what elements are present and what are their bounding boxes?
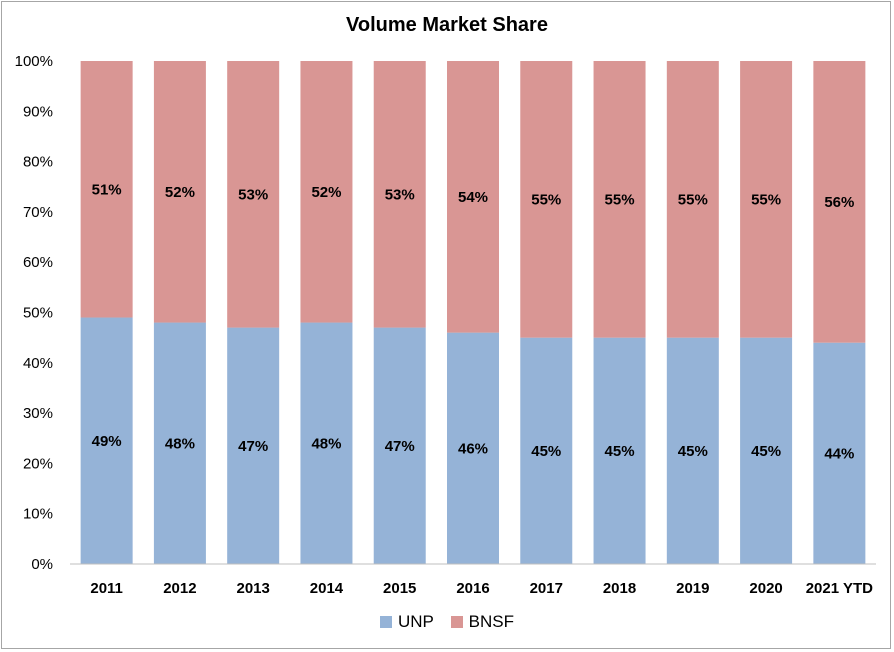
- x-tick-label: 2018: [603, 580, 636, 597]
- legend-item-bnsf: BNSF: [450, 612, 514, 632]
- x-tick-label: 2014: [310, 580, 344, 597]
- legend-swatch-bnsf: [450, 616, 463, 628]
- chart-title: Volume Market Share: [346, 14, 548, 36]
- data-label-unp: 47%: [385, 438, 415, 455]
- bar-unp: [740, 337, 793, 564]
- data-label-bnsf: 55%: [605, 191, 635, 208]
- legend-label-unp: UNP: [398, 612, 434, 631]
- data-label-bnsf: 56%: [824, 194, 854, 211]
- data-label-bnsf: 53%: [385, 186, 415, 203]
- data-label-bnsf: 52%: [165, 184, 195, 201]
- bar-unp: [593, 337, 646, 564]
- x-tick-label: 2016: [456, 580, 489, 597]
- bar-bnsf: [80, 61, 133, 318]
- bar-unp: [813, 342, 866, 564]
- data-label-bnsf: 55%: [531, 191, 561, 208]
- data-label-bnsf: 55%: [751, 191, 781, 208]
- y-tick-label: 50%: [23, 305, 53, 322]
- bar-bnsf: [740, 61, 793, 338]
- x-tick-label: 2017: [530, 580, 563, 597]
- bar-bnsf: [153, 61, 206, 323]
- bar-unp: [520, 337, 573, 564]
- data-label-bnsf: 54%: [458, 189, 488, 206]
- data-label-unp: 49%: [92, 433, 122, 450]
- y-tick-label: 0%: [31, 556, 53, 573]
- y-tick-label: 60%: [23, 254, 53, 271]
- y-tick-label: 100%: [15, 53, 53, 70]
- bar-unp: [227, 327, 280, 564]
- legend: UNP BNSF: [0, 612, 894, 633]
- data-label-unp: 48%: [311, 435, 341, 452]
- y-tick-label: 40%: [23, 355, 53, 372]
- bar-bnsf: [227, 61, 280, 328]
- bar-unp: [300, 322, 353, 564]
- bar-unp: [153, 322, 206, 564]
- bar-unp: [373, 327, 426, 564]
- legend-label-bnsf: BNSF: [468, 612, 514, 631]
- y-tick-label: 20%: [23, 455, 53, 472]
- x-tick-label: 2019: [676, 580, 709, 597]
- data-label-unp: 44%: [824, 445, 854, 462]
- x-tick-label: 2013: [236, 580, 269, 597]
- bar-bnsf: [520, 61, 573, 338]
- bar-unp: [447, 332, 499, 564]
- data-label-unp: 45%: [531, 443, 561, 460]
- y-tick-label: 80%: [23, 154, 53, 171]
- y-tick-label: 90%: [23, 103, 53, 120]
- data-label-bnsf: 53%: [238, 186, 268, 203]
- data-label-unp: 45%: [678, 443, 708, 460]
- bar-bnsf: [813, 61, 866, 343]
- data-label-unp: 46%: [458, 440, 488, 457]
- legend-item-unp: UNP: [380, 612, 434, 632]
- x-tick-label: 2021 YTD: [806, 580, 873, 597]
- data-label-bnsf: 52%: [311, 184, 341, 201]
- bar-bnsf: [666, 61, 719, 338]
- bar-bnsf: [300, 61, 353, 323]
- data-label-unp: 48%: [165, 435, 195, 452]
- y-tick-label: 10%: [23, 506, 53, 523]
- bar-bnsf: [447, 61, 499, 333]
- x-tick-label: 2020: [749, 580, 782, 597]
- data-label-unp: 45%: [751, 443, 781, 460]
- bar-bnsf: [593, 61, 646, 338]
- bar-unp: [80, 317, 133, 564]
- legend-swatch-unp: [380, 616, 392, 628]
- data-label-bnsf: 51%: [92, 181, 122, 198]
- data-label-unp: 45%: [605, 443, 635, 460]
- data-label-bnsf: 55%: [678, 191, 708, 208]
- x-tick-label: 2011: [90, 580, 123, 597]
- data-label-unp: 47%: [238, 438, 268, 455]
- x-tick-label: 2012: [163, 580, 196, 597]
- bar-bnsf: [373, 61, 426, 328]
- y-tick-label: 30%: [23, 405, 53, 422]
- x-tick-label: 2015: [383, 580, 416, 597]
- bar-unp: [666, 337, 719, 564]
- y-tick-label: 70%: [23, 204, 53, 221]
